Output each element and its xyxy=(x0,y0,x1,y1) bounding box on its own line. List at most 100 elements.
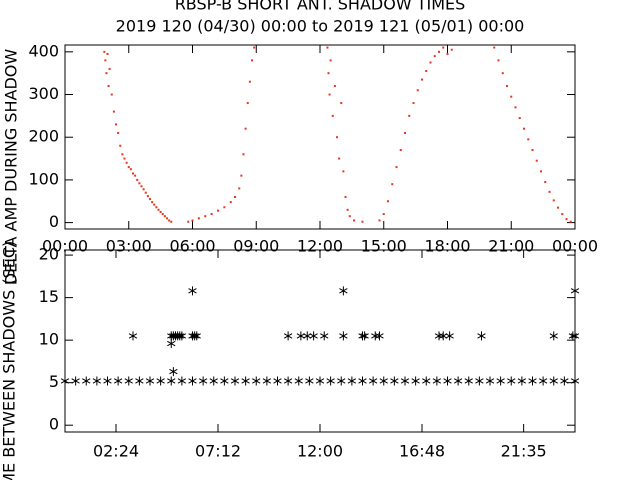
dot-marker xyxy=(153,203,156,206)
dot-marker xyxy=(565,218,568,221)
asterisk-marker xyxy=(167,376,176,386)
x-tick-label: 12:00 xyxy=(297,237,343,256)
dot-marker xyxy=(425,70,428,73)
asterisk-marker xyxy=(315,376,325,386)
dot-marker xyxy=(108,67,111,70)
asterisk-marker xyxy=(124,376,133,386)
dot-marker xyxy=(240,174,243,177)
asterisk-marker xyxy=(103,376,112,386)
asterisk-marker xyxy=(177,331,187,341)
asterisk-marker xyxy=(128,331,138,341)
asterisk-marker xyxy=(92,376,102,386)
asterisk-marker xyxy=(252,376,261,386)
x-tick-label: 03:00 xyxy=(106,237,152,256)
dot-marker xyxy=(514,106,517,109)
asterisk-marker xyxy=(167,339,176,349)
y-tick-label: 15 xyxy=(39,287,59,306)
dot-marker xyxy=(527,138,530,141)
dot-marker xyxy=(353,219,355,222)
x-tick-label: 00:00 xyxy=(42,237,88,256)
dot-marker xyxy=(244,127,247,130)
asterisk-marker xyxy=(549,331,558,341)
x-tick-label: 16:48 xyxy=(399,442,445,461)
asterisk-marker xyxy=(538,376,548,386)
dot-marker xyxy=(433,55,436,58)
dot-marker xyxy=(191,219,194,222)
dot-marker xyxy=(157,208,160,211)
dot-marker xyxy=(557,206,559,209)
dot-marker xyxy=(338,157,341,160)
asterisk-marker xyxy=(517,376,527,386)
dot-marker xyxy=(229,201,232,204)
asterisk-marker xyxy=(145,376,155,386)
dot-marker xyxy=(501,72,504,75)
asterisk-marker xyxy=(570,376,580,386)
dot-marker xyxy=(416,89,419,92)
dot-marker xyxy=(450,48,453,51)
dot-marker xyxy=(327,72,330,75)
y-tick-label: 10 xyxy=(39,330,59,349)
asterisk-marker xyxy=(209,376,218,386)
x-tick-label: 18:00 xyxy=(424,237,470,256)
asterisk-marker xyxy=(309,331,318,341)
asterisk-marker xyxy=(273,376,282,386)
dot-marker xyxy=(115,123,117,126)
dot-marker xyxy=(361,220,364,223)
dot-marker xyxy=(103,50,106,53)
asterisk-marker xyxy=(347,376,357,386)
asterisk-marker xyxy=(169,367,178,377)
dot-marker xyxy=(408,114,411,117)
dot-marker xyxy=(253,46,256,49)
asterisk-marker xyxy=(496,376,505,386)
dot-marker xyxy=(129,168,132,171)
dot-marker xyxy=(446,52,449,55)
x-tick-label: 06:00 xyxy=(169,237,215,256)
dot-marker xyxy=(333,84,336,87)
dot-marker xyxy=(238,187,241,190)
asterisk-marker xyxy=(82,376,91,386)
dot-marker xyxy=(326,46,329,49)
asterisk-marker xyxy=(453,376,463,386)
dot-marker xyxy=(110,93,113,96)
y-axis-label: TIME BETWEEN SHADOWS (SEC) xyxy=(0,241,19,480)
dot-marker xyxy=(142,188,145,191)
dot-marker xyxy=(119,144,122,147)
dot-marker xyxy=(348,215,351,218)
dot-marker xyxy=(248,80,251,83)
dot-marker xyxy=(442,46,445,49)
dot-marker xyxy=(412,102,415,105)
dot-marker xyxy=(531,149,534,152)
asterisk-marker xyxy=(262,376,272,386)
dot-marker xyxy=(234,195,236,198)
dot-marker xyxy=(106,52,109,55)
dot-marker xyxy=(163,215,166,218)
dot-marker xyxy=(342,170,345,173)
dot-marker xyxy=(125,161,128,164)
dot-marker xyxy=(328,93,331,96)
dot-marker xyxy=(404,131,406,134)
x-tick-label: 21:35 xyxy=(501,442,547,461)
dot-marker xyxy=(518,117,521,120)
dot-marker xyxy=(346,208,349,211)
asterisk-marker xyxy=(422,376,431,386)
dot-marker xyxy=(151,201,154,204)
asterisk-marker xyxy=(320,331,329,341)
dot-marker xyxy=(166,217,168,220)
dot-marker xyxy=(493,46,496,49)
asterisk-marker xyxy=(445,331,454,341)
dot-marker xyxy=(127,166,130,169)
asterisk-marker xyxy=(294,376,303,386)
chart-title: RBSP-B SHORT ANT. SHADOW TIMES xyxy=(175,0,466,14)
dot-marker xyxy=(544,181,547,184)
y-tick-label: 200 xyxy=(28,127,59,146)
dot-marker xyxy=(149,198,151,201)
dot-marker xyxy=(382,213,385,216)
asterisk-marker xyxy=(560,376,569,386)
dot-marker xyxy=(170,220,173,223)
y-tick-label: 20 xyxy=(39,245,59,264)
dot-marker xyxy=(506,84,508,87)
asterisk-marker xyxy=(230,376,240,386)
dot-marker xyxy=(246,102,249,105)
